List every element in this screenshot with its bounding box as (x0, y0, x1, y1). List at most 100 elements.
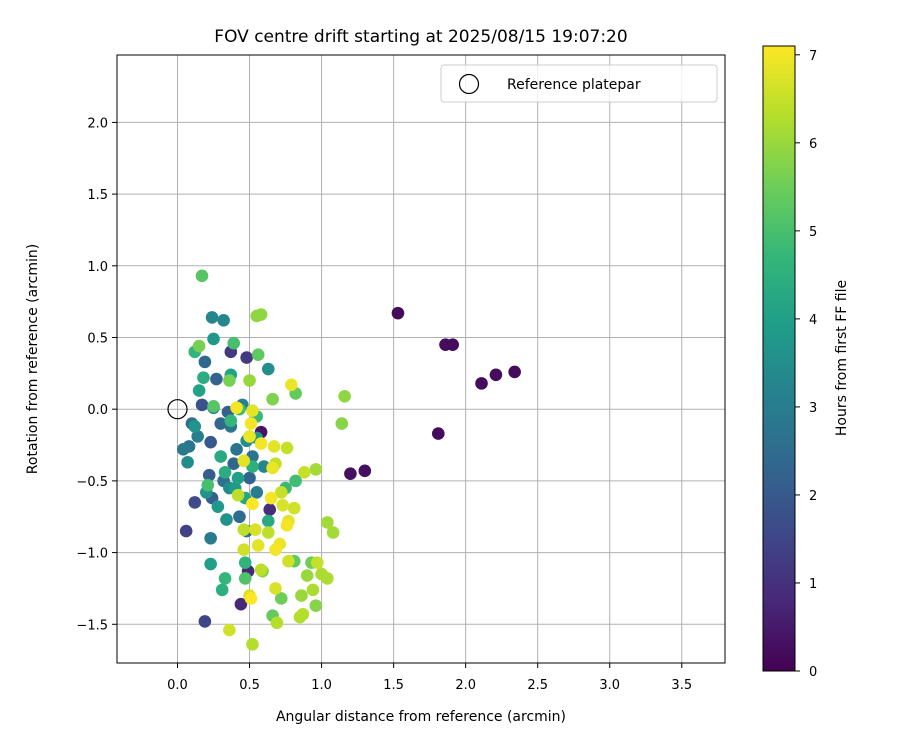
scatter-point (297, 465, 311, 479)
x-axis-label: Angular distance from reference (arcmin) (276, 709, 566, 725)
scatter-point (280, 519, 294, 532)
x-tick-label: 3.0 (599, 678, 620, 693)
scatter-point (335, 417, 349, 430)
scatter-point (251, 348, 265, 361)
scatter-point (192, 384, 206, 397)
scatter-point (269, 543, 282, 557)
scatter-point (321, 572, 334, 585)
scatter-point (274, 486, 288, 499)
scatter-point (475, 377, 488, 390)
scatter-point (234, 597, 248, 611)
colorbar-tick-label: 1 (809, 577, 817, 592)
legend-marker-reference (458, 73, 480, 95)
y-tick-label: −1.0 (76, 547, 108, 562)
y-axis-ticks: −1.5 −1.0 −0.5 0.0 0.5 1.0 1.5 2.0 (76, 116, 117, 633)
y-tick-label: 1.5 (87, 188, 108, 203)
plot-frame (116, 54, 726, 664)
scatter-point (237, 523, 251, 536)
scatter-point (210, 372, 223, 386)
scatter-point (231, 488, 245, 502)
scatter-point (254, 437, 268, 450)
scatter-point (215, 583, 229, 597)
plot-area (116, 54, 726, 664)
scatter-point (321, 516, 334, 529)
scatter-point (214, 417, 228, 430)
colorbar-label: Hours from first FF file (834, 280, 850, 436)
scatter-point (310, 556, 324, 569)
scatter-point (250, 486, 264, 499)
scatter-point (240, 351, 253, 364)
scatter-point (197, 371, 210, 384)
scatter-point (249, 523, 262, 536)
y-tick-label: 0.5 (87, 331, 108, 346)
scatter-point (211, 500, 225, 513)
scatter-point (282, 554, 295, 568)
x-tick-label: 2.5 (527, 678, 548, 693)
legend: Reference platepar (440, 64, 718, 103)
scatter-point (261, 362, 275, 376)
scatter-point (188, 496, 202, 509)
scatter-point (223, 623, 236, 637)
scatter-point (223, 374, 236, 387)
x-axis-ticks: 0.0 0.5 1.0 1.5 2.0 2.5 3.0 3.5 (167, 663, 692, 693)
scatter-point (224, 414, 238, 427)
scatter-point (309, 599, 323, 612)
colorbar-tick-label: 4 (809, 313, 817, 328)
scatter-point (489, 368, 503, 382)
y-tick-label: −1.5 (76, 618, 108, 633)
scatter-point (218, 572, 232, 585)
scatter-point (251, 539, 265, 552)
y-tick-label: −0.5 (76, 475, 108, 490)
colorbar-tick-label: 7 (809, 49, 817, 64)
scatter-point (326, 526, 340, 539)
data-points (176, 269, 521, 651)
scatter-point (205, 311, 219, 324)
scatter-point (230, 401, 243, 415)
scatter-point (295, 589, 308, 602)
scatter-point (246, 638, 259, 651)
colorbar-tick-label: 6 (809, 137, 817, 152)
scatter-point (214, 450, 228, 463)
scatter-point (244, 417, 258, 430)
colorbar: 0 1 2 3 4 5 6 7 Hours from first FF file (762, 45, 850, 680)
scatter-point (243, 471, 256, 485)
scatter-point (280, 441, 294, 455)
scatter-point (264, 491, 278, 505)
colorbar-tick-label: 0 (809, 665, 817, 680)
scatter-point (338, 389, 351, 403)
y-tick-label: 1.0 (87, 260, 108, 275)
scatter-point (274, 592, 288, 605)
scatter-point (358, 464, 372, 478)
x-tick-label: 1.5 (383, 678, 404, 693)
scatter-point (201, 478, 215, 492)
scatter-point (238, 572, 252, 585)
reference-marker (167, 399, 188, 420)
scatter-point (192, 339, 206, 353)
scatter-point (198, 615, 212, 628)
y-tick-label: 2.0 (87, 116, 108, 131)
scatter-point (261, 526, 275, 539)
scatter-point (176, 443, 190, 456)
legend-label-reference: Reference platepar (507, 77, 641, 93)
scatter-point (270, 616, 284, 630)
colorbar-gradient (763, 46, 795, 671)
scatter-point (207, 332, 220, 346)
colorbar-tick-label: 3 (809, 401, 817, 416)
scatter-point (243, 430, 256, 443)
scatter-point (276, 498, 289, 512)
scatter-point (431, 427, 445, 440)
scatter-point (269, 582, 282, 595)
scatter-point (246, 497, 259, 511)
scatter-point (198, 355, 212, 369)
x-tick-label: 0.0 (167, 678, 188, 693)
scatter-point (217, 313, 230, 327)
scatter-point (254, 308, 268, 321)
x-tick-label: 2.0 (455, 678, 476, 693)
scatter-point (233, 510, 246, 524)
scatter-point (231, 471, 245, 485)
scatter-point (195, 398, 209, 412)
scatter-point (391, 306, 405, 320)
scatter-point (243, 374, 256, 387)
scatter-point (218, 465, 232, 479)
